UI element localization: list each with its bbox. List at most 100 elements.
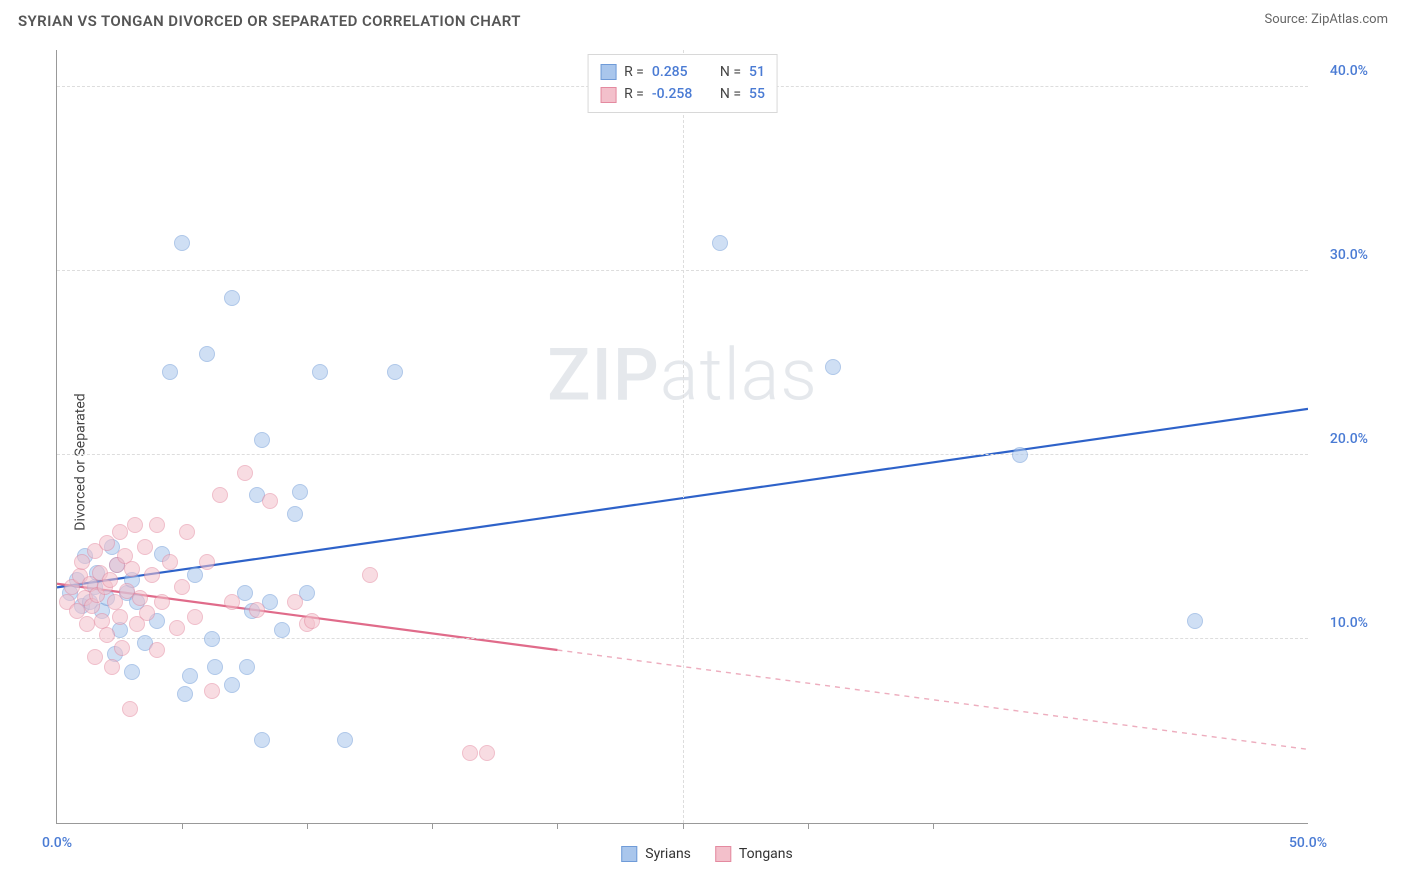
scatter-point [174, 579, 190, 595]
trendline-dashed [557, 650, 1308, 749]
scatter-point [94, 613, 110, 629]
legend-stat-row: R = 0.285 N = 51 [600, 61, 765, 83]
n-label: N = [720, 61, 741, 83]
r-label: R = [624, 83, 644, 105]
scatter-point [137, 539, 153, 555]
scatter-point [387, 364, 403, 380]
scatter-point [239, 659, 255, 675]
scatter-point [337, 732, 353, 748]
scatter-point [124, 664, 140, 680]
scatter-point [292, 484, 308, 500]
scatter-point [177, 686, 193, 702]
scatter-point [304, 613, 320, 629]
x-tick-mark [683, 823, 684, 829]
scatter-point [169, 620, 185, 636]
watermark-thin: atlas [660, 332, 818, 417]
y-tick-label: 40.0% [1330, 63, 1368, 79]
x-tick-label: 0.0% [42, 835, 72, 851]
series-legend: Syrians Tongans [621, 846, 793, 862]
scatter-point [237, 465, 253, 481]
source-label: Source: ZipAtlas.com [1264, 12, 1388, 27]
scatter-point [712, 235, 728, 251]
scatter-point [149, 642, 165, 658]
scatter-point [287, 506, 303, 522]
scatter-point [114, 640, 130, 656]
scatter-point [124, 561, 140, 577]
scatter-point [462, 745, 478, 761]
scatter-point [204, 631, 220, 647]
x-tick-mark [933, 823, 934, 829]
legend-swatch [600, 64, 616, 80]
scatter-point [187, 609, 203, 625]
n-value: 55 [749, 83, 765, 105]
chart-title: SYRIAN VS TONGAN DIVORCED OR SEPARATED C… [18, 12, 521, 30]
scatter-point [254, 432, 270, 448]
scatter-point [312, 364, 328, 380]
scatter-point [112, 609, 128, 625]
legend-swatch [600, 87, 616, 103]
scatter-point [139, 605, 155, 621]
scatter-point [102, 572, 118, 588]
r-value: -0.258 [652, 83, 704, 105]
scatter-point [212, 487, 228, 503]
scatter-point [262, 493, 278, 509]
scatter-point [249, 602, 265, 618]
y-tick-label: 30.0% [1330, 247, 1368, 263]
gridline-v [683, 50, 684, 823]
scatter-point [224, 594, 240, 610]
x-tick-mark [557, 823, 558, 829]
scatter-point [87, 649, 103, 665]
legend-label: Syrians [645, 846, 691, 862]
x-tick-label: 50.0% [1289, 835, 1327, 851]
y-tick-label: 20.0% [1330, 431, 1368, 447]
scatter-point [132, 590, 148, 606]
x-tick-mark [307, 823, 308, 829]
y-tick-label: 10.0% [1330, 615, 1368, 631]
scatter-point [179, 524, 195, 540]
scatter-point [144, 567, 160, 583]
scatter-point [149, 517, 165, 533]
scatter-point [287, 594, 303, 610]
scatter-point [362, 567, 378, 583]
scatter-point [224, 290, 240, 306]
scatter-point [254, 732, 270, 748]
correlation-legend: R = 0.285 N = 51 R = -0.258 N = 55 [587, 54, 778, 113]
plot-area: ZIPatlas R =0.285N =51R =-0.258N =55 10.… [56, 50, 1308, 824]
scatter-point [74, 554, 90, 570]
scatter-point [1012, 447, 1028, 463]
legend-item: Tongans [715, 846, 793, 862]
x-tick-mark [808, 823, 809, 829]
chart-container: Divorced or Separated ZIPatlas R =0.285N… [26, 50, 1388, 874]
scatter-point [154, 594, 170, 610]
scatter-point [825, 359, 841, 375]
x-tick-mark [182, 823, 183, 829]
scatter-point [204, 683, 220, 699]
scatter-point [122, 701, 138, 717]
scatter-point [1187, 613, 1203, 629]
r-value: 0.285 [652, 61, 704, 83]
scatter-point [104, 659, 120, 675]
legend-swatch [715, 846, 731, 862]
scatter-point [162, 364, 178, 380]
scatter-point [107, 594, 123, 610]
scatter-point [182, 668, 198, 684]
r-label: R = [624, 61, 644, 83]
scatter-point [274, 622, 290, 638]
scatter-point [199, 554, 215, 570]
scatter-point [199, 346, 215, 362]
scatter-point [79, 616, 95, 632]
scatter-point [162, 554, 178, 570]
legend-stat-row: R = -0.258 N = 55 [600, 83, 765, 105]
scatter-point [207, 659, 223, 675]
scatter-point [224, 677, 240, 693]
n-label: N = [720, 83, 741, 105]
n-value: 51 [749, 61, 765, 83]
scatter-point [187, 567, 203, 583]
legend-item: Syrians [621, 846, 691, 862]
legend-swatch [621, 846, 637, 862]
legend-label: Tongans [739, 846, 793, 862]
x-tick-mark [432, 823, 433, 829]
scatter-point [112, 524, 128, 540]
scatter-point [479, 745, 495, 761]
scatter-point [127, 517, 143, 533]
